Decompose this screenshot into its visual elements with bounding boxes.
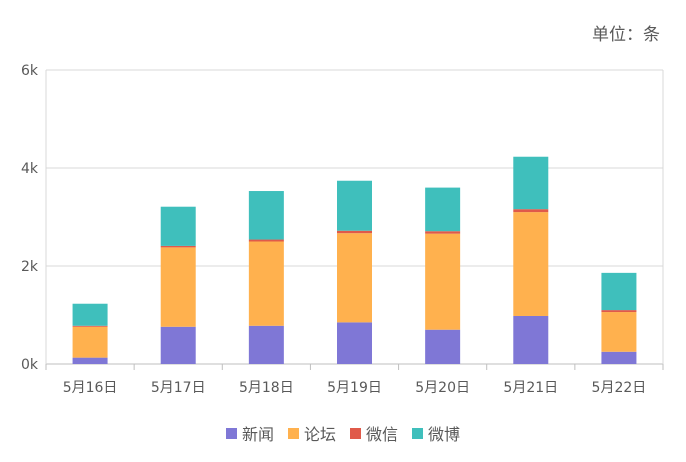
y-tick-label: 2k (21, 259, 39, 275)
x-tick-label: 5月17日 (151, 380, 206, 396)
legend-item[interactable]: 微博 (412, 421, 460, 445)
bar-segment (601, 351, 637, 364)
x-tick-label: 5月18日 (239, 380, 294, 396)
bar-segment (513, 156, 549, 210)
x-tick-label: 5月19日 (327, 380, 382, 396)
bar-segment (513, 212, 549, 316)
bar-segment (337, 322, 372, 364)
legend-label: 微博 (428, 425, 461, 444)
unit-label: 单位：条 (592, 25, 660, 45)
bar-segment (425, 329, 461, 364)
legend-swatch (350, 427, 361, 439)
bar-segment (601, 312, 637, 352)
legend-item[interactable]: 微信 (350, 421, 398, 445)
legend-swatch (287, 427, 299, 439)
bar-segment (160, 206, 196, 246)
bar-segment (248, 325, 284, 364)
bar-segment (248, 239, 284, 242)
y-tick-label: 4k (21, 161, 39, 177)
legend-label: 新闻 (241, 425, 274, 444)
bar-segment (337, 233, 372, 323)
legend-label: 论坛 (303, 425, 336, 444)
x-tick-label: 5月21日 (503, 380, 558, 396)
legend-item[interactable]: 新闻 (225, 421, 274, 445)
x-tick-label: 5月16日 (63, 380, 118, 396)
legend-swatch (412, 427, 424, 439)
y-tick-label: 6k (21, 63, 39, 79)
bar-segment (72, 303, 108, 326)
bar-segment (72, 326, 108, 358)
bar-segment (513, 209, 549, 213)
legend: 新闻 论坛 微信 微博 (0, 421, 686, 445)
x-tick-label: 5月20日 (415, 380, 470, 396)
bar-segment (425, 231, 461, 234)
bar-segment (72, 325, 108, 327)
bar-segment (601, 310, 637, 313)
bar-segment (337, 180, 372, 231)
bar-segment (601, 272, 637, 311)
bar-segment (425, 187, 461, 232)
legend-label: 微信 (366, 425, 399, 444)
bar-segment (160, 245, 196, 248)
legend-swatch (225, 427, 237, 439)
x-tick-label: 5月22日 (592, 380, 647, 396)
legend-item[interactable]: 论坛 (287, 421, 336, 445)
bar-segment (248, 191, 284, 240)
bar-segment (425, 233, 461, 330)
bar-segment (513, 315, 549, 364)
bar-segment (160, 326, 196, 364)
bar-segment (248, 241, 284, 326)
bar-segment (72, 357, 108, 364)
y-tick-label: 0k (21, 357, 39, 373)
bar-segment (337, 230, 372, 234)
bar-segment (160, 247, 196, 327)
